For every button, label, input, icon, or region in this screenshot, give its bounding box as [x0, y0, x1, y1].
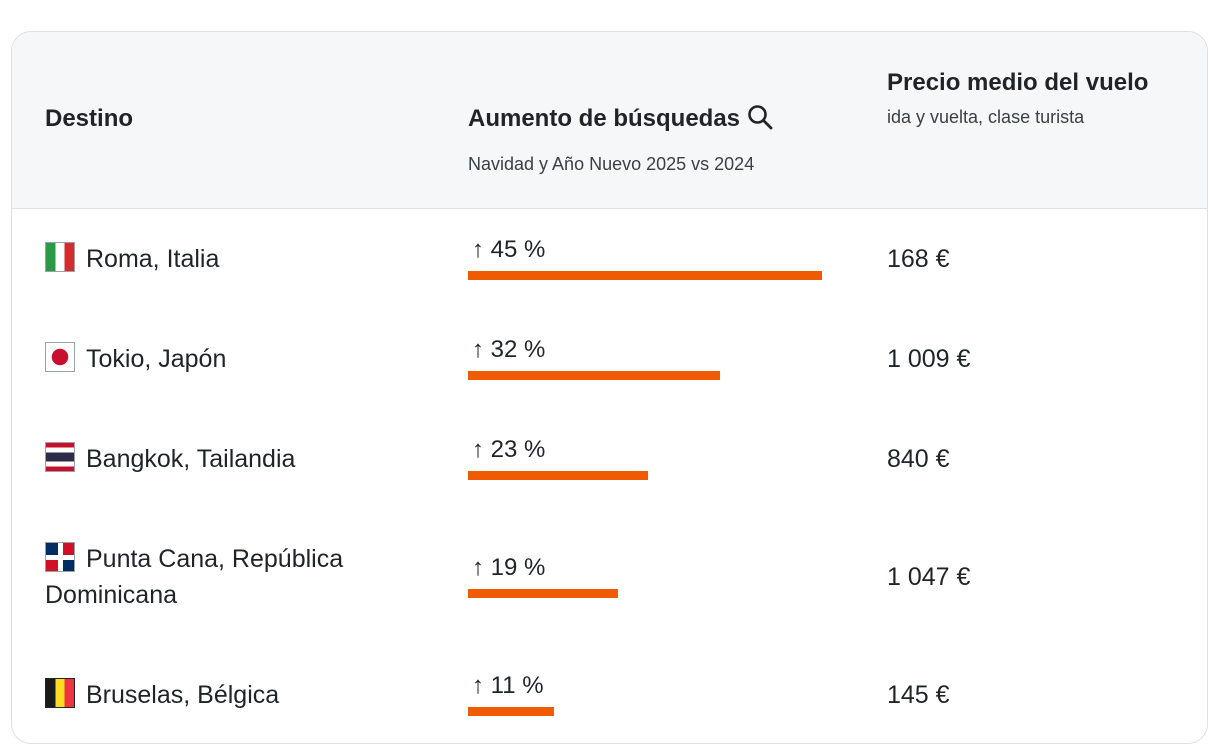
increase-bar	[468, 271, 822, 280]
price-cell: 1 009 €	[887, 345, 971, 373]
increase-cell: ↑ 23 %	[468, 435, 648, 480]
destinations-table: Destino Aumento de búsquedas Navidad y A…	[11, 31, 1208, 744]
japan-flag-icon	[45, 342, 75, 372]
belgium-flag-icon	[45, 678, 75, 708]
price-cell: 840 €	[887, 445, 950, 473]
increase-bar	[468, 707, 554, 716]
increase-cell: ↑ 19 %	[468, 553, 618, 598]
price-cell: 145 €	[887, 681, 950, 709]
increase-bar	[468, 589, 618, 598]
destination-cell: Punta Cana, República Dominicana	[45, 541, 425, 613]
destination-cell: Bangkok, Tailandia	[45, 441, 445, 477]
price-column-header: Precio medio del vuelo ida y vuelta, cla…	[887, 65, 1177, 129]
increase-cell: ↑ 45 %	[468, 235, 822, 280]
destination-cell: Bruselas, Bélgica	[45, 677, 445, 713]
increase-cell: ↑ 11 %	[468, 671, 554, 716]
price-header-title: Precio medio del vuelo	[887, 69, 1149, 96]
increase-bar	[468, 471, 648, 480]
table-header: Destino Aumento de búsquedas Navidad y A…	[12, 32, 1207, 209]
italy-flag-icon	[45, 242, 75, 272]
thailand-flag-icon	[45, 442, 75, 472]
search-icon	[746, 103, 774, 142]
increase-header-title: Aumento de búsquedas	[468, 105, 741, 132]
increase-bar	[468, 371, 720, 380]
destination-cell: Roma, Italia	[45, 241, 445, 277]
destination-cell: Tokio, Japón	[45, 341, 445, 377]
dominican-republic-flag-icon	[45, 542, 75, 572]
increase-header-subtitle: Navidad y Año Nuevo 2025 vs 2024	[468, 154, 755, 174]
price-cell: 168 €	[887, 245, 950, 273]
increase-column-header: Aumento de búsquedas Navidad y Año Nuevo…	[468, 101, 774, 176]
destination-column-header: Destino	[45, 105, 134, 132]
price-header-subtitle: ida y vuelta, clase turista	[887, 107, 1085, 127]
increase-cell: ↑ 32 %	[468, 335, 720, 380]
price-cell: 1 047 €	[887, 563, 971, 591]
